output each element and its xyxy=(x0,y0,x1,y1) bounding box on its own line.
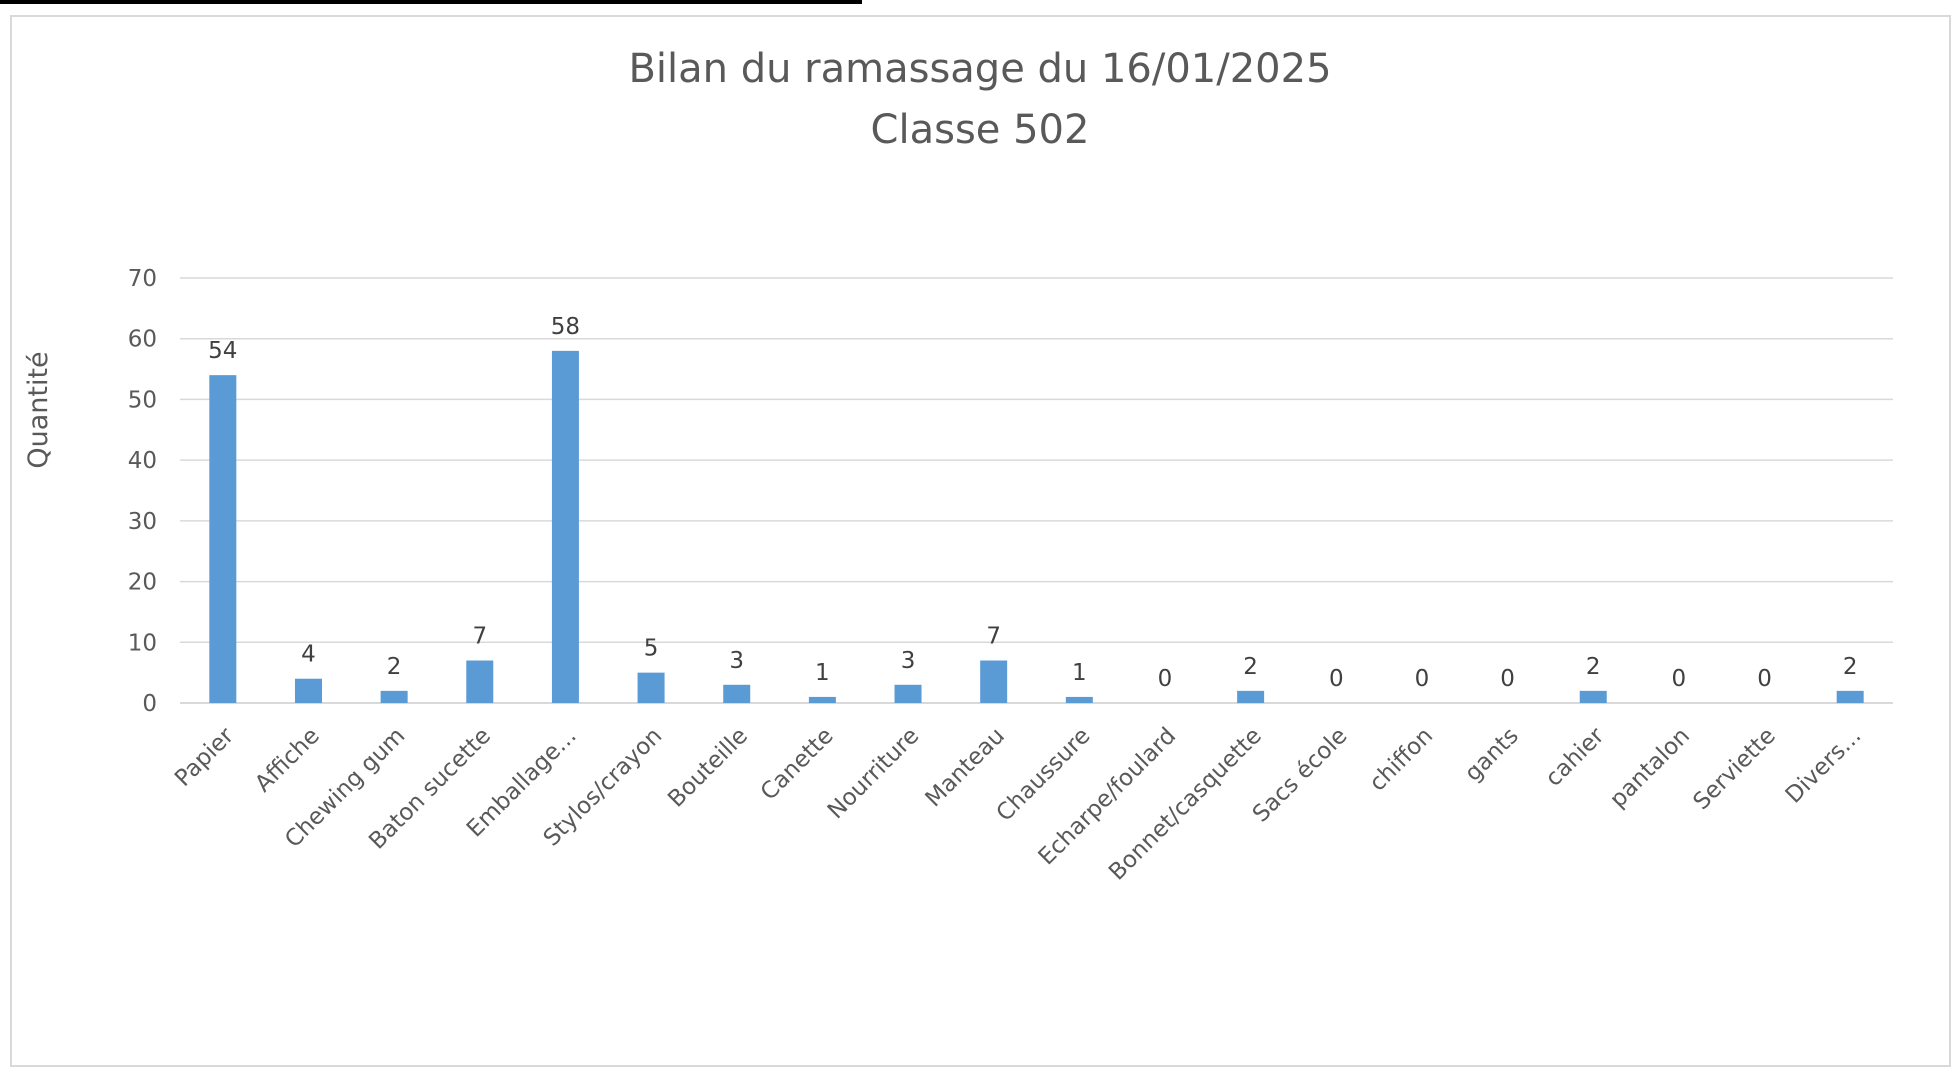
data-label: 4 xyxy=(301,642,316,668)
x-category-label: Nourriture xyxy=(823,723,924,824)
bar xyxy=(1237,690,1265,703)
x-category-label: Manteau xyxy=(921,723,1010,812)
x-category-label: Divers... xyxy=(1781,723,1867,809)
y-tick-label: 30 xyxy=(128,509,157,535)
gridlines xyxy=(180,277,1893,704)
bar xyxy=(294,678,322,703)
y-tick-label: 70 xyxy=(128,266,157,292)
y-axis-title: Quantité xyxy=(23,351,54,468)
x-category-label: pantalon xyxy=(1605,723,1695,813)
x-category-label: Papier xyxy=(170,722,239,791)
data-label: 0 xyxy=(1329,666,1344,692)
y-tick-label: 60 xyxy=(128,327,157,353)
chart-subtitle: Classe 502 xyxy=(871,107,1090,153)
bar xyxy=(209,375,237,703)
data-label: 0 xyxy=(1500,666,1515,692)
data-label: 0 xyxy=(1672,666,1687,692)
data-label: 0 xyxy=(1158,666,1173,692)
bar xyxy=(723,684,751,703)
bar xyxy=(1579,690,1607,703)
x-category-label: cahier xyxy=(1541,722,1610,791)
chart-title: Bilan du ramassage du 16/01/2025 xyxy=(628,46,1331,92)
data-label: 2 xyxy=(1843,654,1858,680)
x-category-label: chiffon xyxy=(1365,723,1439,797)
data-label: 0 xyxy=(1415,666,1430,692)
bars xyxy=(209,350,1864,703)
top-rule xyxy=(0,0,862,4)
y-tick-label: 40 xyxy=(128,448,157,474)
data-label: 2 xyxy=(387,654,402,680)
y-tick-label: 50 xyxy=(128,387,157,413)
bar xyxy=(1065,696,1093,703)
x-category-label: Bouteille xyxy=(663,723,753,813)
bar xyxy=(894,684,922,703)
x-category-label: Canette xyxy=(756,723,839,806)
bar xyxy=(380,690,408,703)
x-category-label: gants xyxy=(1460,723,1524,787)
bar xyxy=(980,660,1008,703)
data-label: 1 xyxy=(815,660,830,686)
bar xyxy=(1836,690,1864,703)
bar xyxy=(808,696,836,703)
data-label: 58 xyxy=(551,314,580,340)
y-tick-label: 20 xyxy=(128,570,157,596)
chart-frame xyxy=(10,15,1951,1067)
data-label: 5 xyxy=(644,636,659,662)
y-tick-label: 0 xyxy=(142,691,157,717)
data-label: 7 xyxy=(472,624,487,650)
data-label: 0 xyxy=(1757,666,1772,692)
x-category-label: Serviette xyxy=(1688,723,1780,815)
y-tick-label: 10 xyxy=(128,630,157,656)
data-label: 3 xyxy=(729,648,744,674)
data-label: 1 xyxy=(1072,660,1087,686)
bar xyxy=(637,672,665,703)
data-label: 54 xyxy=(208,338,237,364)
y-axis-ticks: 0 10 20 30 40 50 60 70 xyxy=(128,266,157,717)
x-category-label: Affiche xyxy=(250,723,324,797)
data-label: 2 xyxy=(1586,654,1601,680)
x-category-label: Bonnet/casquette xyxy=(1104,723,1267,886)
data-label: 7 xyxy=(986,624,1001,650)
data-label: 2 xyxy=(1243,654,1258,680)
bar xyxy=(551,350,579,703)
bar xyxy=(466,660,494,703)
data-label: 3 xyxy=(901,648,916,674)
